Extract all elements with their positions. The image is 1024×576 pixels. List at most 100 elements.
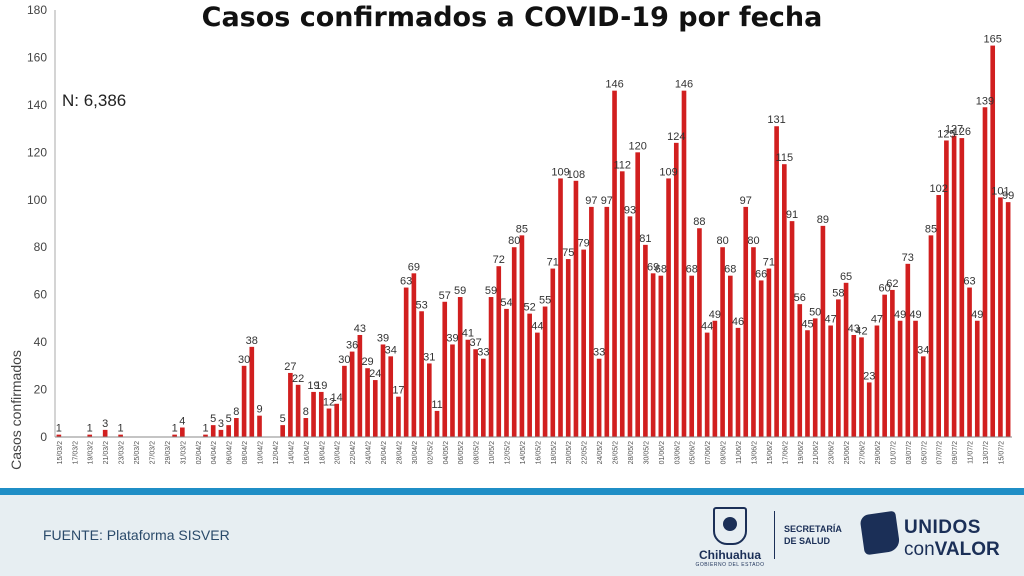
- bar: [558, 178, 563, 437]
- data-label: 30: [338, 354, 350, 366]
- x-tick-label: 08/04/2: [242, 441, 249, 464]
- bar: [812, 318, 818, 437]
- data-label: 34: [385, 344, 397, 356]
- data-label: 91: [786, 209, 798, 221]
- data-label: 9: [256, 404, 262, 416]
- bar: [457, 297, 463, 437]
- bar: [550, 268, 556, 437]
- bar: [87, 434, 93, 437]
- bar: [496, 266, 502, 437]
- data-label: 43: [354, 323, 366, 335]
- bar: [473, 349, 478, 437]
- data-label: 71: [763, 257, 775, 269]
- bar: [627, 216, 633, 437]
- data-label: 109: [659, 166, 677, 178]
- bar: [102, 429, 108, 437]
- x-tick-label: 21/03/2: [103, 441, 110, 464]
- x-tick-label: 01/07/2: [890, 441, 897, 464]
- data-label: 58: [832, 287, 844, 299]
- data-label: 34: [917, 344, 929, 356]
- data-label: 108: [567, 169, 585, 181]
- data-label: 44: [531, 321, 543, 333]
- x-tick-label: 24/05/2: [597, 441, 604, 464]
- data-label: 112: [613, 159, 631, 171]
- bar: [681, 90, 687, 437]
- bar: [859, 337, 864, 437]
- bar: [303, 418, 309, 437]
- salud-line-1: SECRETARÍA: [784, 524, 842, 534]
- bar: [951, 135, 957, 438]
- valor-word: VALOR: [934, 539, 1000, 560]
- state-map-icon: [859, 510, 901, 556]
- data-label: 49: [894, 309, 906, 321]
- data-label: 165: [984, 34, 1002, 46]
- bar: [727, 275, 733, 437]
- bar: [519, 235, 525, 437]
- bar: [535, 332, 540, 437]
- data-label: 69: [408, 261, 420, 273]
- bar: [581, 249, 586, 437]
- x-tick-label: 26/04/2: [381, 441, 388, 464]
- data-label: 97: [601, 195, 613, 207]
- bar: [697, 228, 702, 437]
- bar: [249, 346, 255, 437]
- data-label: 125: [937, 128, 955, 140]
- source-note: FUENTE: Plataforma SISVER: [43, 527, 230, 543]
- x-tick-label: 19/03/2: [88, 441, 95, 464]
- y-tick-label: 60: [34, 288, 48, 302]
- x-tick-label: 10/05/2: [489, 441, 496, 464]
- bar: [210, 425, 216, 437]
- unidos-word: UNIDOS: [904, 517, 981, 538]
- x-tick-label: 09/06/2: [721, 441, 728, 464]
- bar: [573, 180, 579, 438]
- data-label: 4: [179, 416, 185, 428]
- x-tick-label: 21/06/2: [813, 441, 820, 464]
- x-tick-label: 15/03/2: [57, 441, 64, 464]
- footer-panel: FUENTE: Plataforma SISVER Chihuahua GOBI…: [0, 495, 1024, 576]
- bar: [419, 311, 424, 437]
- data-label: 46: [732, 316, 744, 328]
- data-label: 124: [667, 131, 685, 143]
- data-label: 39: [377, 332, 389, 344]
- data-label: 79: [578, 238, 590, 250]
- bar: [797, 304, 803, 437]
- data-label: 146: [605, 79, 623, 91]
- y-axis: 0 20 40 60 80 100 120 140 160 180: [27, 3, 56, 444]
- data-label: 42: [855, 325, 867, 337]
- bar: [974, 320, 980, 437]
- bar: [758, 280, 764, 437]
- chihuahua-logo: Chihuahua GOBIERNO DEL ESTADO: [690, 507, 770, 568]
- bar: [388, 356, 394, 437]
- x-tick-label: 22/05/2: [582, 441, 589, 464]
- x-tick-label: 25/03/2: [134, 441, 141, 464]
- bar: [403, 287, 409, 437]
- bar: [596, 358, 602, 437]
- x-tick-label: 04/04/2: [211, 441, 218, 464]
- x-tick-label: 27/06/2: [860, 441, 867, 464]
- data-label: 53: [415, 299, 427, 311]
- y-tick-label: 80: [34, 240, 48, 254]
- x-tick-label: 12/05/2: [504, 441, 511, 464]
- data-label: 31: [423, 351, 435, 363]
- data-label: 80: [747, 235, 759, 247]
- data-label: 37: [469, 337, 481, 349]
- bar: [234, 418, 239, 437]
- data-label: 97: [585, 195, 597, 207]
- chihuahua-shield-icon: [713, 507, 747, 545]
- bar: [589, 206, 594, 437]
- bar: [920, 356, 926, 437]
- chihuahua-logo-name: Chihuahua: [699, 548, 761, 562]
- x-tick-label: 26/05/2: [613, 441, 620, 464]
- data-label: 47: [871, 314, 883, 326]
- bar: [396, 396, 401, 437]
- logo-divider: [774, 511, 775, 559]
- bar: [1005, 202, 1011, 437]
- data-label: 101: [991, 185, 1009, 197]
- x-tick-label: 06/05/2: [458, 441, 465, 464]
- bar: [990, 45, 996, 437]
- bar: [944, 140, 949, 437]
- bar: [288, 372, 293, 437]
- x-tick-label: 15/06/2: [767, 441, 774, 464]
- bar: [774, 126, 779, 438]
- x-tick-label: 24/04/2: [366, 441, 373, 464]
